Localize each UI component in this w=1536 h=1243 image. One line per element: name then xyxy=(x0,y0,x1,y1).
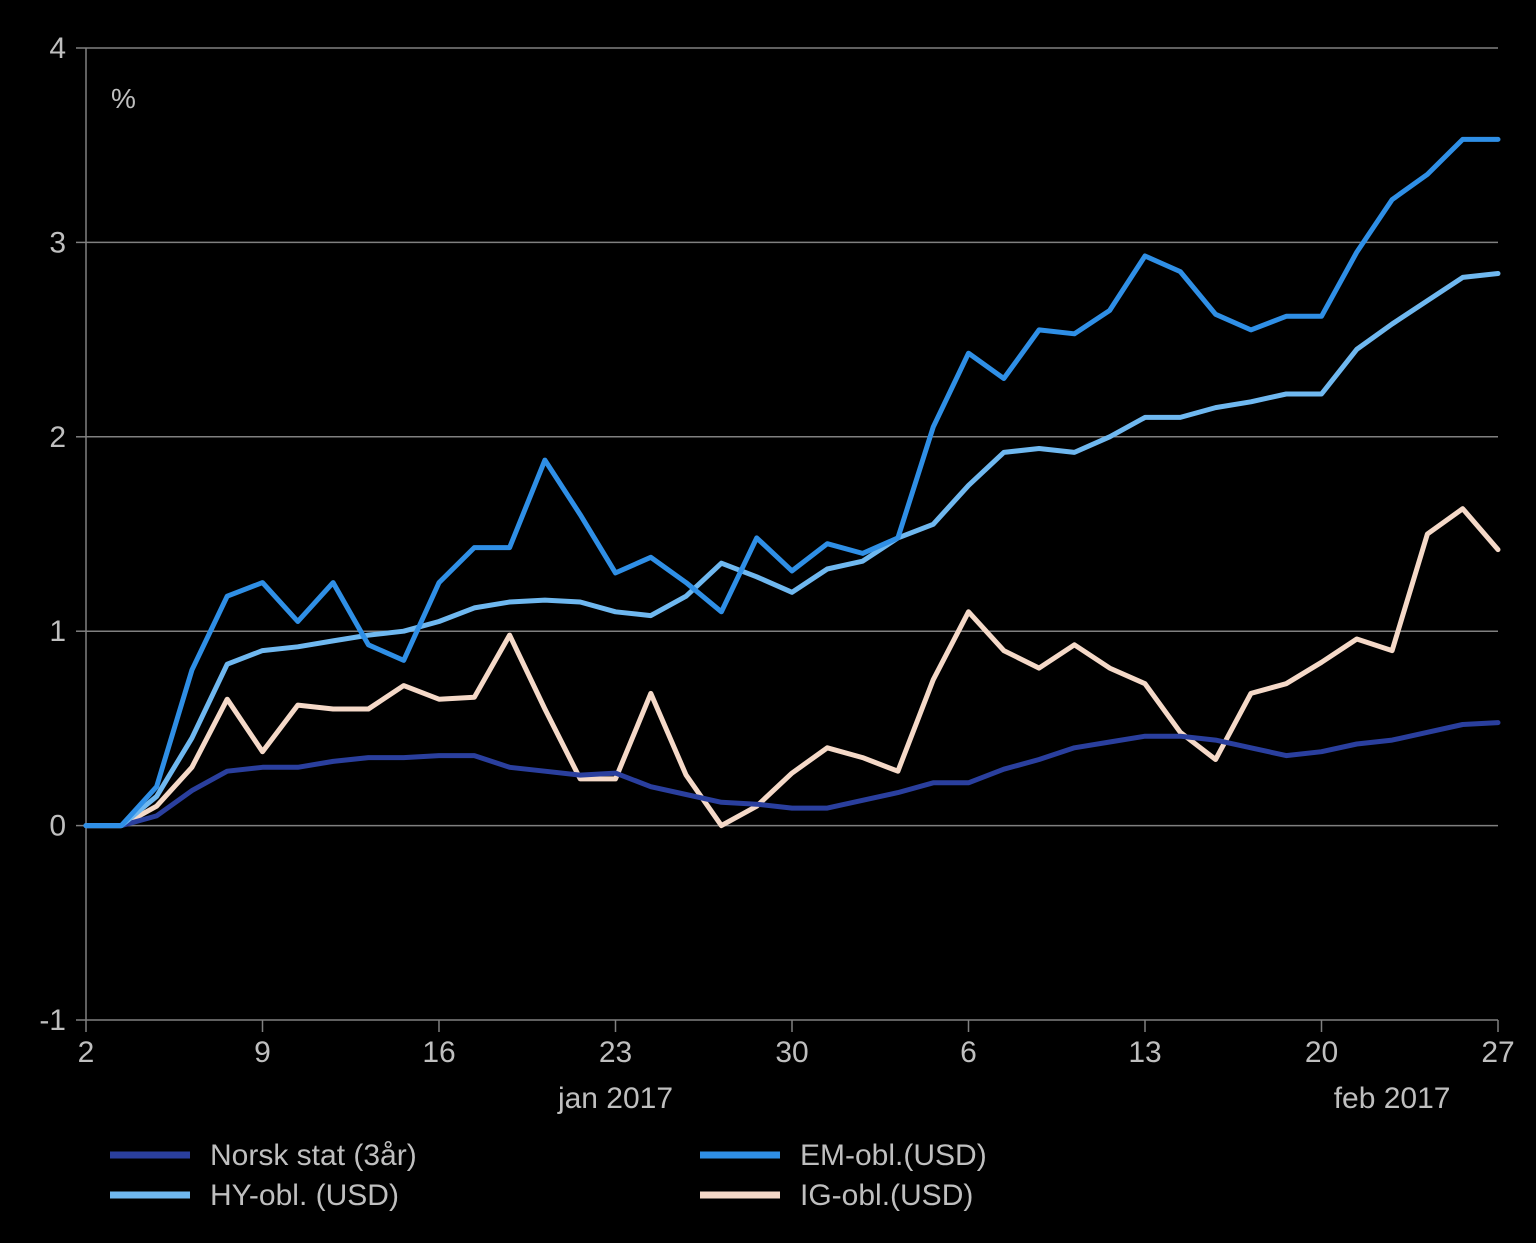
x-tick-label: 6 xyxy=(960,1036,977,1069)
x-month-label: jan 2017 xyxy=(557,1082,673,1115)
y-tick-label: 4 xyxy=(49,32,66,65)
x-tick-label: 9 xyxy=(254,1036,271,1069)
x-tick-label: 27 xyxy=(1481,1036,1514,1069)
y-tick-label: 3 xyxy=(49,226,66,259)
chart-svg: -101234%291623306132027jan 2017feb 2017N… xyxy=(0,0,1536,1243)
legend-label-hy_obl: HY-obl. (USD) xyxy=(210,1179,399,1212)
x-tick-label: 13 xyxy=(1128,1036,1161,1069)
line-chart: -101234%291623306132027jan 2017feb 2017N… xyxy=(0,0,1536,1243)
legend-label-ig_obl: IG-obl.(USD) xyxy=(800,1179,973,1212)
x-tick-label: 16 xyxy=(422,1036,455,1069)
y-tick-label: 2 xyxy=(49,421,66,454)
y-tick-label: -1 xyxy=(39,1004,66,1037)
x-tick-label: 2 xyxy=(78,1036,95,1069)
legend-label-em_obl: EM-obl.(USD) xyxy=(800,1139,987,1172)
x-month-label: feb 2017 xyxy=(1334,1082,1451,1115)
x-tick-label: 23 xyxy=(599,1036,632,1069)
y-axis-unit-label: % xyxy=(111,83,136,114)
y-tick-label: 0 xyxy=(49,810,66,843)
legend-label-norsk_stat: Norsk stat (3år) xyxy=(210,1139,417,1172)
y-tick-label: 1 xyxy=(49,615,66,648)
x-tick-label: 30 xyxy=(775,1036,808,1069)
x-tick-label: 20 xyxy=(1305,1036,1338,1069)
